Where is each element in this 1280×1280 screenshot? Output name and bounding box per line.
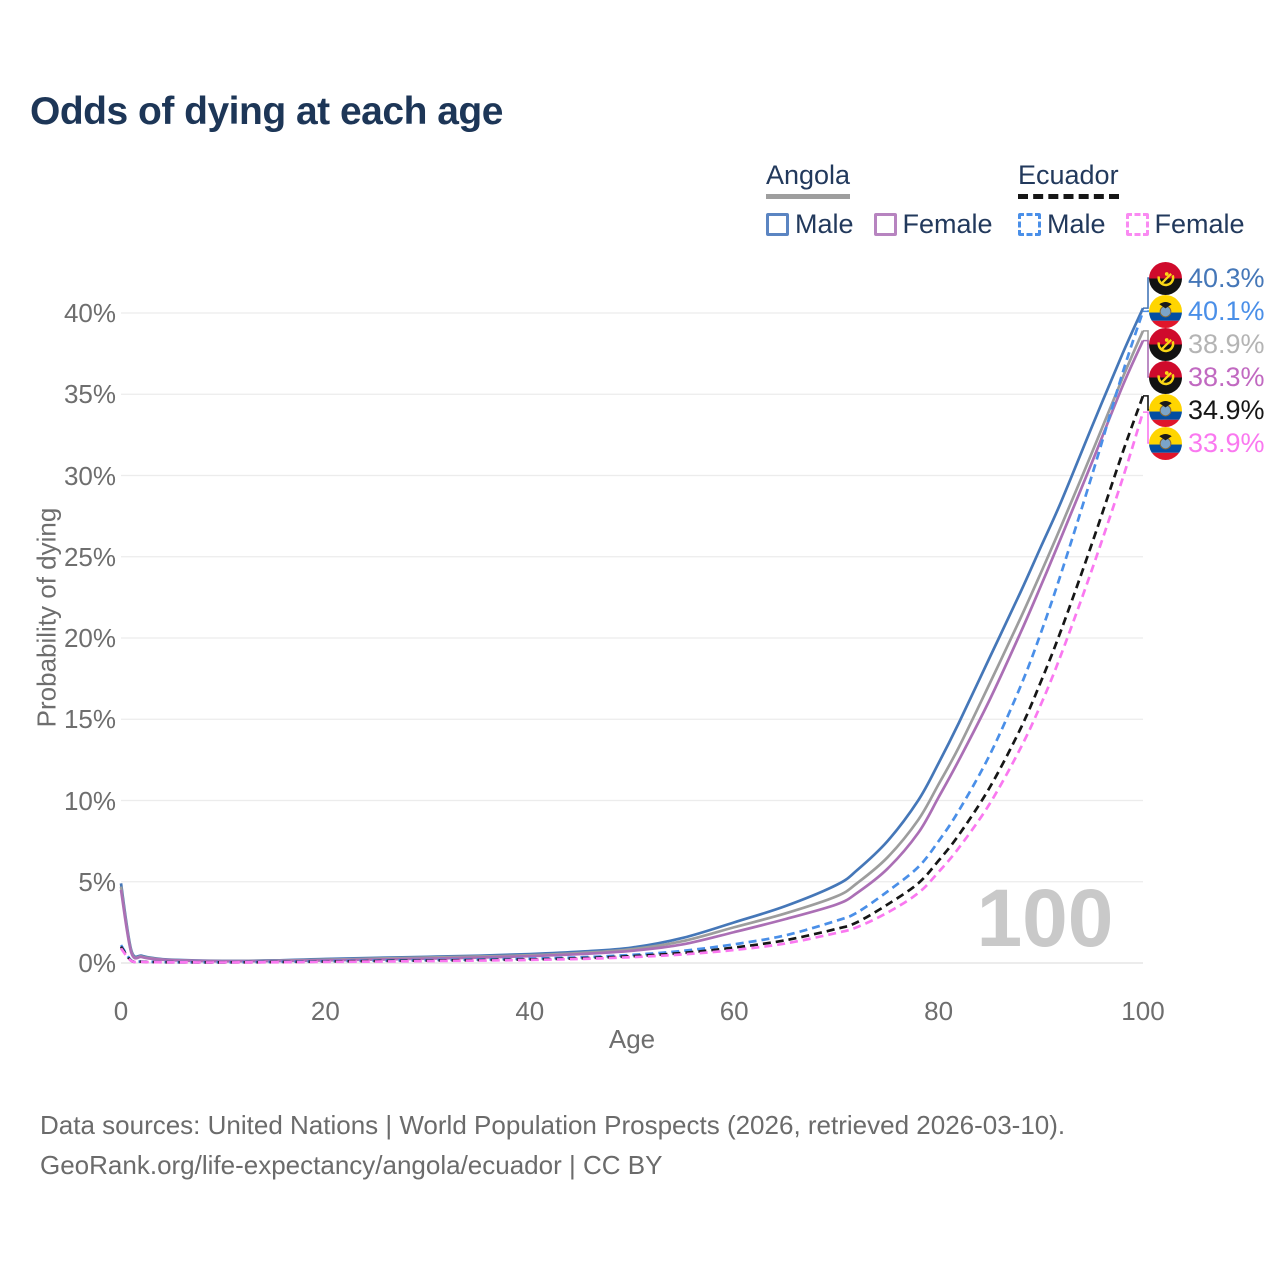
series-end-label-ecuador-all: 34.9% — [1149, 393, 1265, 427]
legend-swatch-ecuador-male-icon — [1018, 213, 1041, 236]
y-tick-label: 30% — [63, 460, 116, 491]
legend-item-ecuador-male[interactable]: Male — [1018, 209, 1106, 240]
legend-group-angola: Angola Male Female — [766, 160, 993, 240]
data-source-line: Data sources: United Nations | World Pop… — [40, 1110, 1066, 1140]
legend-swatch-ecuador-female-icon — [1125, 213, 1149, 236]
end-value-label: 33.9% — [1188, 427, 1265, 458]
ecuador-flag-icon — [1149, 393, 1182, 427]
y-tick-label: 35% — [63, 379, 116, 410]
angola-flag-icon — [1149, 360, 1182, 394]
angola-flag-icon — [1149, 327, 1182, 361]
series-line-angola-male — [119, 307, 1145, 963]
end-value-label: 40.1% — [1188, 295, 1265, 326]
y-tick-label: 15% — [63, 704, 116, 735]
series-end-label-angola-all: 38.9% — [1149, 327, 1265, 361]
series-line-angola-female — [119, 340, 1145, 963]
legend-item-angola-male[interactable]: Male — [766, 209, 854, 240]
page-title: Odds of dying at each age — [30, 90, 503, 133]
series-end-label-ecuador-female: 33.9% — [1149, 426, 1265, 460]
y-tick-label: 0% — [78, 948, 116, 978]
x-axis-title: Age — [608, 1024, 656, 1054]
legend-item-ecuador-female[interactable]: Female — [1125, 209, 1245, 240]
legend-label-ecuador-male: Male — [1047, 209, 1106, 239]
legend-items-angola: Male Female — [766, 209, 993, 240]
x-tick-label: 80 — [924, 996, 954, 1026]
series-line-angola-all — [119, 330, 1145, 963]
angola-flag-icon — [1149, 261, 1182, 295]
end-value-label: 38.9% — [1188, 328, 1265, 359]
x-tick-label: 0 — [113, 996, 129, 1026]
x-tick-label: 100 — [1121, 996, 1165, 1026]
ecuador-flag-icon — [1149, 294, 1182, 328]
legend-item-angola-female[interactable]: Female — [873, 209, 993, 240]
end-value-label: 40.3% — [1188, 262, 1265, 293]
y-tick-label: 5% — [78, 866, 116, 897]
legend-swatch-angola-male-icon — [766, 213, 789, 236]
y-tick-label: 40% — [63, 298, 116, 328]
series-line-ecuador-male — [119, 310, 1145, 964]
end-value-label: 34.9% — [1188, 394, 1265, 425]
series-end-label-ecuador-male: 40.1% — [1149, 294, 1265, 328]
legend-group-ecuador: Ecuador Male Female — [1018, 160, 1245, 240]
x-tick-label: 60 — [719, 996, 749, 1026]
series-end-label-angola-male: 40.3% — [1149, 261, 1265, 295]
end-value-label: 38.3% — [1188, 361, 1265, 392]
age-hover-indicator: 100 — [976, 873, 1114, 964]
legend-header-angola[interactable]: Angola — [766, 160, 851, 199]
legend-header-ecuador[interactable]: Ecuador — [1018, 160, 1119, 199]
ecuador-flag-icon — [1149, 426, 1182, 460]
legend-swatch-angola-female-icon — [873, 213, 897, 236]
y-tick-label: 10% — [63, 785, 116, 816]
legend-label-angola-male: Male — [795, 209, 854, 239]
x-tick-label: 20 — [310, 996, 340, 1026]
series-end-label-angola-female: 38.3% — [1149, 360, 1265, 394]
y-tick-label: 25% — [63, 541, 116, 572]
y-tick-label: 20% — [63, 623, 116, 653]
attribution-line: GeoRank.org/life-expectancy/angola/ecuad… — [40, 1150, 663, 1180]
legend-items-ecuador: Male Female — [1018, 209, 1245, 240]
x-tick-label: 40 — [515, 996, 545, 1026]
legend-label-angola-female: Female — [902, 209, 993, 239]
legend-label-ecuador-female: Female — [1154, 209, 1245, 239]
